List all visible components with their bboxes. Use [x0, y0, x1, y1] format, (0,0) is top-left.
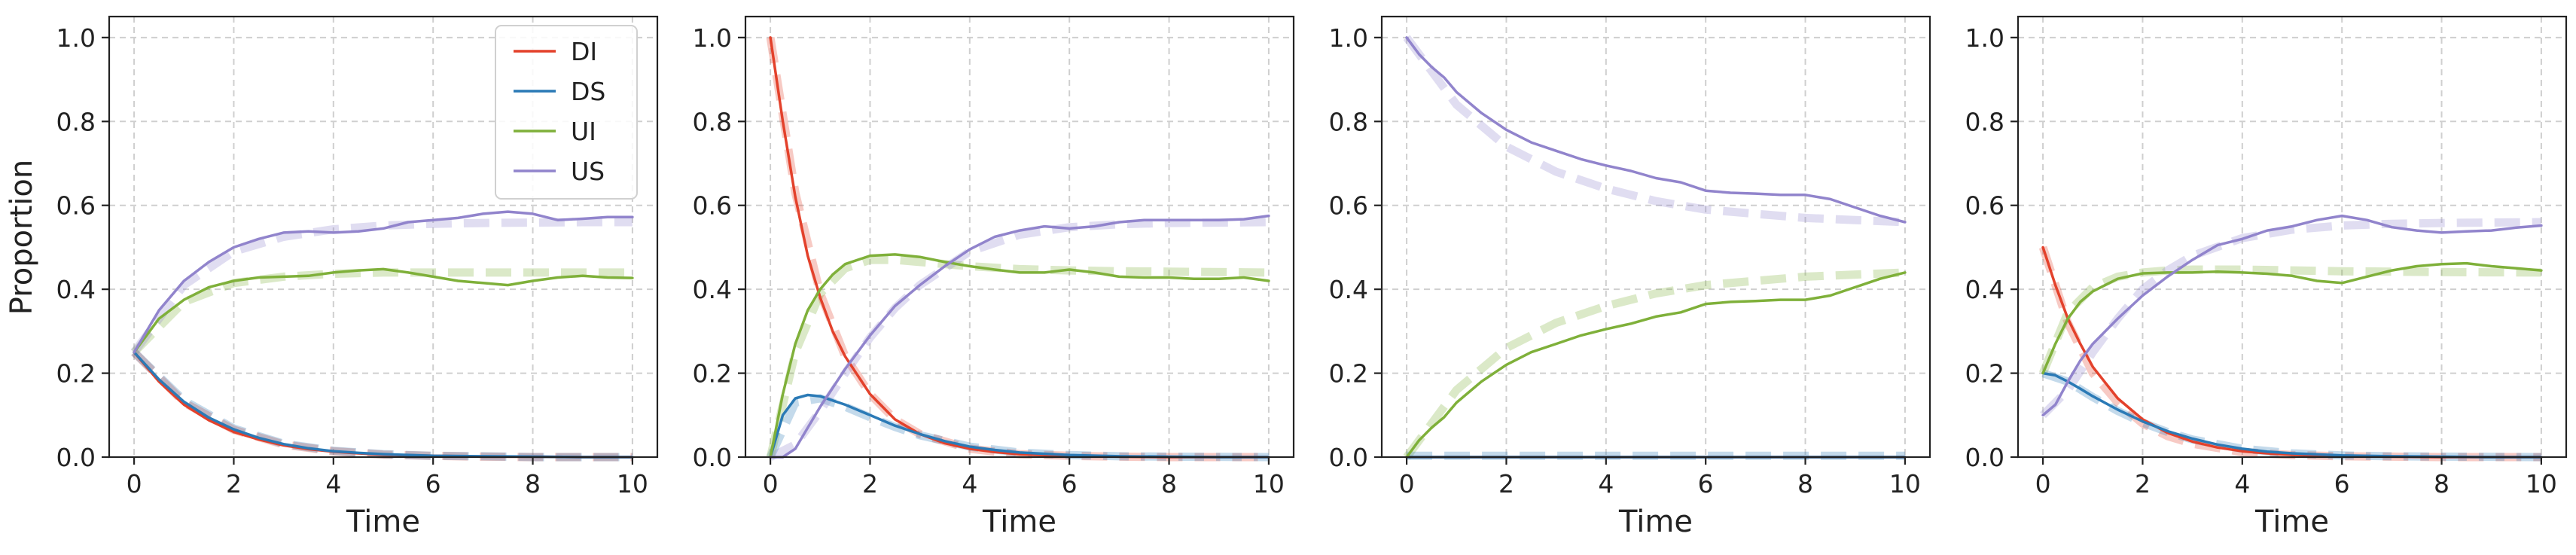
axes-frame	[744, 15, 1295, 459]
y-tick-label: 1.0	[1329, 23, 1368, 53]
y-tick-label: 0.0	[56, 443, 96, 472]
y-tick-label: 0.2	[1965, 359, 2004, 389]
subplot-2: 0 2 4 6 8 10 0.0 0.2 0.4 0.6 0.8 1.0 Time	[693, 15, 1295, 539]
fit-line-ui	[2039, 265, 2541, 375]
y-tick-label: 0.6	[1329, 191, 1368, 221]
x-tick-label: 2	[862, 469, 878, 499]
y-tick-label: 0.6	[693, 191, 732, 221]
plot-area	[2018, 17, 2566, 457]
y-tick-label: 0.8	[1329, 107, 1368, 136]
legend-label-DI: DI	[571, 37, 597, 66]
x-tick-label: 2	[2135, 469, 2151, 499]
x-tick-label: 0	[2035, 469, 2051, 499]
series-line-us	[1405, 36, 1907, 224]
axes-frame	[1380, 15, 1931, 459]
legend-frame	[495, 25, 638, 200]
series-line-us	[769, 214, 1270, 459]
x-tick-label: 0	[127, 469, 142, 499]
y-tick-label: 0.8	[1965, 107, 2004, 136]
y-axis-label: Proportion	[5, 160, 39, 315]
y-tick-label: 0.6	[56, 191, 96, 221]
x-tick-label: 4	[2234, 469, 2250, 499]
plot-area	[1382, 17, 1930, 457]
legend-label-UI: UI	[571, 117, 596, 146]
legend-label-US: US	[571, 157, 605, 186]
y-tick-label: 0.0	[693, 443, 732, 472]
y-tick-label: 0.2	[693, 359, 732, 389]
x-tick-label: 0	[1399, 469, 1415, 499]
series-line-ui	[1405, 271, 1907, 459]
y-tick-label: 0.2	[1329, 359, 1368, 389]
y-tick-label: 0.8	[56, 107, 96, 136]
fit-line-us	[1403, 35, 1906, 227]
x-tick-label: 2	[226, 469, 242, 499]
x-tick-label: 6	[1698, 469, 1714, 499]
legend-label-DS: DS	[571, 77, 605, 106]
fit-line-ui	[1403, 268, 1906, 460]
x-axis-label: Time	[2254, 505, 2329, 539]
y-tick-label: 1.0	[1965, 23, 2004, 53]
series-line-us	[2041, 214, 2543, 417]
axes-frame	[108, 15, 659, 459]
series-line-ui	[2041, 261, 2543, 375]
series-line-us	[133, 210, 634, 354]
x-tick-label: 4	[325, 469, 341, 499]
x-axis-label: Time	[346, 505, 420, 539]
x-tick-label: 10	[2526, 469, 2557, 499]
fit-line-us	[2040, 218, 2541, 419]
x-tick-label: 10	[1253, 469, 1285, 499]
x-tick-label: 8	[1161, 469, 1177, 499]
legend: DI DS UI US	[495, 25, 638, 200]
x-axis-label: Time	[1618, 505, 1693, 539]
y-tick-label: 0.4	[56, 275, 96, 304]
y-tick-label: 0.6	[1965, 191, 2004, 221]
y-tick-label: 0.0	[1965, 443, 2004, 472]
y-tick-label: 0.0	[1329, 443, 1368, 472]
y-tick-label: 0.4	[1965, 275, 2004, 304]
x-tick-label: 6	[2334, 469, 2350, 499]
x-tick-label: 6	[425, 469, 441, 499]
x-tick-label: 4	[962, 469, 977, 499]
subplot-4: 0 2 4 6 8 10 0.0 0.2 0.4 0.6 0.8 1.0 Time	[1965, 15, 2568, 539]
x-tick-label: 10	[617, 469, 648, 499]
axes-frame	[2017, 15, 2568, 459]
series-line-ui	[769, 253, 1270, 459]
x-axis-label: Time	[982, 505, 1056, 539]
subplot-3: 0 2 4 6 8 10 0.0 0.2 0.4 0.6 0.8 1.0 Time	[1329, 15, 1931, 539]
y-tick-label: 1.0	[693, 23, 732, 53]
x-tick-label: 4	[1598, 469, 1614, 499]
x-tick-label: 2	[1498, 469, 1514, 499]
x-tick-label: 8	[2434, 469, 2449, 499]
x-tick-label: 8	[525, 469, 541, 499]
x-tick-label: 10	[1889, 469, 1921, 499]
x-tick-label: 8	[1797, 469, 1813, 499]
series-line-ui	[133, 267, 634, 354]
y-tick-label: 0.2	[56, 359, 96, 389]
y-tick-label: 0.8	[693, 107, 732, 136]
y-tick-label: 0.4	[1329, 275, 1368, 304]
x-tick-label: 6	[1062, 469, 1078, 499]
fit-line-us	[130, 218, 633, 355]
y-tick-label: 1.0	[56, 23, 96, 53]
x-tick-label: 0	[763, 469, 779, 499]
y-tick-label: 0.4	[693, 275, 732, 304]
fit-line-ui	[131, 268, 633, 355]
